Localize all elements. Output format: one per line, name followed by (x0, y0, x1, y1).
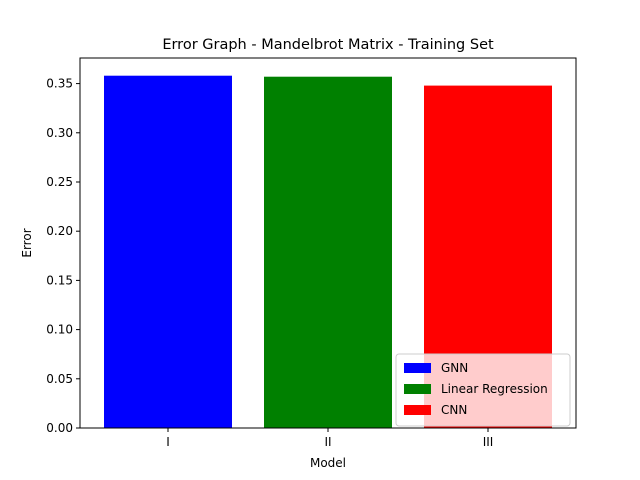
y-tick-label: 0.30 (46, 126, 73, 140)
chart-title: Error Graph - Mandelbrot Matrix - Traini… (162, 37, 494, 53)
legend-swatch (404, 405, 431, 415)
y-tick-label: 0.15 (46, 273, 73, 287)
x-axis: I II III (166, 428, 493, 449)
bars-group (104, 75, 552, 428)
y-tick-label: 0.05 (46, 372, 73, 386)
legend-label: CNN (441, 403, 467, 417)
legend-frame (395, 353, 571, 427)
y-tick-label: 0.20 (46, 224, 73, 238)
bar-II (264, 76, 392, 428)
legend-swatch (404, 363, 431, 373)
legend-swatch (404, 384, 431, 394)
y-tick-label: 0.00 (46, 421, 73, 435)
y-tick-label: 0.35 (46, 77, 73, 91)
legend: GNN Linear Regression CNN (395, 353, 571, 427)
x-axis-label: Model (310, 456, 346, 470)
x-tick-label: I (166, 435, 170, 449)
y-tick-label: 0.25 (46, 175, 73, 189)
y-axis: 0.00 0.05 0.10 0.15 0.20 0.25 0.30 0.35 (46, 77, 80, 435)
legend-label: Linear Regression (441, 382, 548, 396)
legend-label: GNN (441, 361, 468, 375)
x-tick-label: III (483, 435, 494, 449)
y-tick-label: 0.10 (46, 323, 73, 337)
y-axis-label: Error (20, 228, 34, 257)
bar-I (104, 75, 232, 428)
x-tick-label: II (324, 435, 331, 449)
